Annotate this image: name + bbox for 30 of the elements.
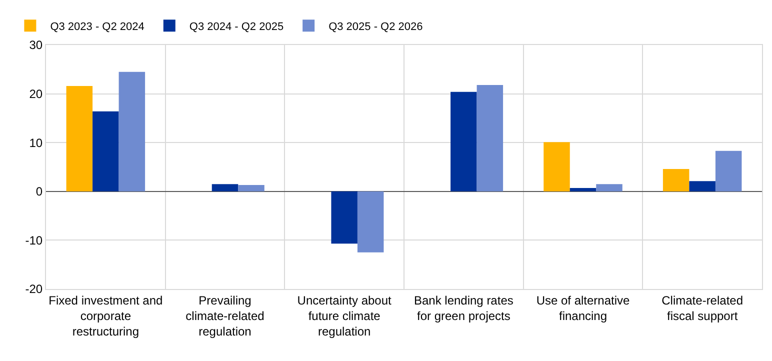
bar xyxy=(212,184,238,192)
bar xyxy=(118,72,146,192)
x-tick-label: Uncertainty about future climate regulation xyxy=(297,293,392,339)
bar xyxy=(715,150,742,192)
y-tick-label: 30 xyxy=(29,38,43,52)
bar xyxy=(689,181,716,192)
y-tick-label: 0 xyxy=(36,184,43,199)
bar xyxy=(331,191,358,244)
x-tick-label: Fixed investment and corporate restructuring xyxy=(48,293,163,339)
x-tick-label: Use of alternative financing xyxy=(536,293,630,323)
bar xyxy=(662,168,690,192)
bar xyxy=(596,184,622,192)
x-tick-label: Climate-related fiscal support xyxy=(662,293,744,323)
legend-label: Q3 2024 - Q2 2025 xyxy=(189,20,284,33)
y-tick-label: -20 xyxy=(25,282,43,296)
legend-label: Q3 2025 - Q2 2026 xyxy=(328,20,423,33)
bar xyxy=(544,142,570,192)
x-tick-label: Bank lending rates for green projects xyxy=(414,293,514,323)
y-tick-label: -10 xyxy=(25,233,43,248)
bar xyxy=(66,86,93,192)
bar xyxy=(476,85,504,192)
bar xyxy=(570,188,596,192)
bar xyxy=(357,191,384,252)
bar xyxy=(238,185,264,192)
bar xyxy=(92,111,119,192)
legend-label: Q3 2023 - Q2 2024 xyxy=(50,20,144,33)
y-tick-label: 10 xyxy=(29,136,43,150)
y-tick-label: 20 xyxy=(29,87,43,101)
x-tick-label: Prevailing climate-related regulation xyxy=(186,293,264,339)
bar xyxy=(450,92,477,192)
